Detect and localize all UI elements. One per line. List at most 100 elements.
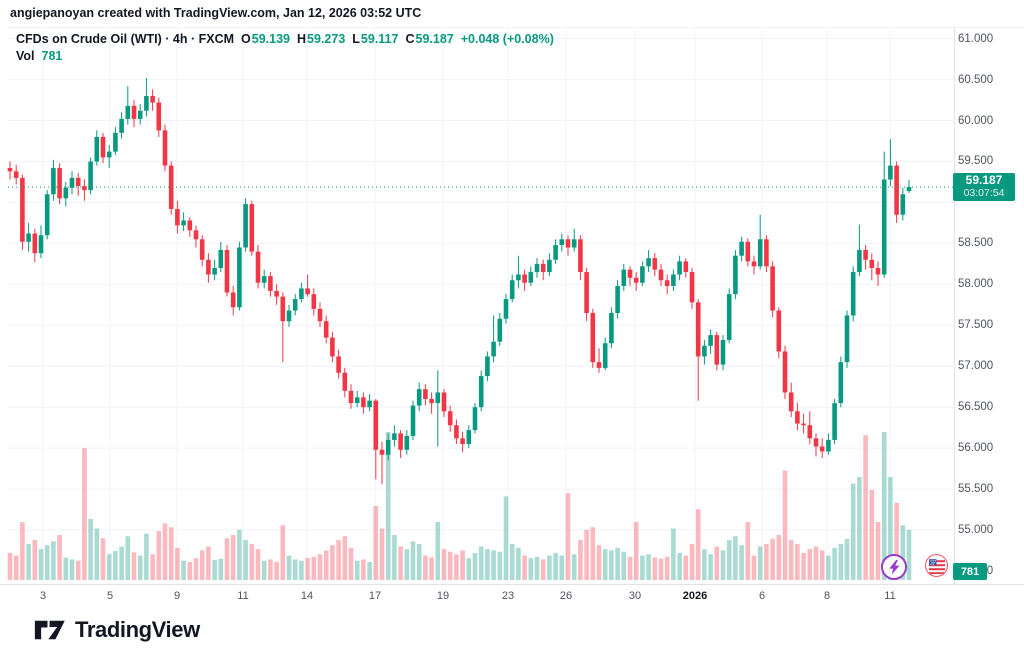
volume-bar (782, 470, 788, 580)
bar-countdown: 03:07:54 (963, 187, 1005, 200)
volume-bar (559, 555, 565, 580)
symbol-legend[interactable]: CFDs on Crude Oil (WTI) · 4h · FXCM O 59.… (16, 31, 554, 64)
candle-body (373, 400, 379, 450)
volume-bar (292, 559, 298, 580)
volume-bar (714, 546, 720, 580)
volume-bar (441, 549, 447, 580)
price-axis-label: 57.500 (958, 319, 994, 332)
price-axis-label: 60.000 (958, 114, 994, 127)
candle-body (106, 151, 112, 158)
price-axis-label: 60.500 (958, 73, 994, 86)
candle-body (113, 132, 118, 152)
volume-bar (230, 534, 236, 580)
time-axis-label: 6 (758, 590, 766, 602)
price-axis-label: 55.000 (958, 524, 994, 537)
candle-body (7, 168, 13, 172)
volume-bar (584, 529, 589, 580)
volume-bar (404, 549, 410, 580)
volume-bar (385, 432, 391, 580)
volume-bar (168, 527, 174, 580)
volume-bar (317, 554, 323, 580)
candle-body (838, 362, 844, 404)
volume-bar (683, 555, 689, 580)
candle-body (237, 247, 242, 308)
candle-body (770, 266, 775, 311)
candle-body (658, 269, 664, 281)
idea-event-marker[interactable] (881, 554, 907, 580)
candle-body (20, 177, 25, 242)
time-scale[interactable]: 3 5 9 11 14 17 19 23 26 30 2026 6 8 11 (0, 585, 1024, 609)
volume-bar (330, 545, 335, 580)
candle-body (423, 389, 428, 400)
price-axis-label: 59.500 (958, 155, 994, 168)
volume-bar (237, 529, 242, 580)
candle-body (900, 194, 906, 215)
candle-body (392, 433, 397, 440)
candle-body (466, 430, 472, 445)
candle-body (578, 239, 583, 273)
candle-body (131, 105, 137, 119)
volume-bar (187, 561, 193, 580)
volume-bar (695, 509, 701, 580)
candle-body (751, 261, 757, 267)
candle-body (416, 389, 422, 406)
volume-bar (478, 546, 484, 580)
volume-bar (342, 536, 348, 580)
volume-bar (739, 545, 744, 580)
volume-bar (881, 432, 887, 580)
volume-bar (7, 552, 13, 580)
price-scale[interactable]: 61.000 60.500 60.000 59.500 58.500 58.000 57.5… (954, 28, 1024, 584)
candle-body (82, 186, 87, 191)
volume-bar (429, 557, 434, 580)
candle-body (894, 165, 899, 215)
candle-body (224, 249, 230, 293)
candle-body (385, 439, 391, 455)
candle-body (292, 299, 298, 311)
candle-body (671, 274, 676, 286)
price-axis-label: 58.000 (958, 278, 994, 291)
economic-event-marker[interactable] (925, 554, 948, 577)
volume-bar (373, 506, 379, 580)
volume-bar (826, 555, 831, 580)
volume-bar (633, 522, 639, 580)
time-axis-label: 26 (559, 590, 573, 602)
volume-bar (689, 543, 695, 580)
candle-body (553, 245, 558, 260)
volume-bar (857, 477, 862, 580)
candle-body (528, 272, 534, 283)
volume-bar (547, 555, 552, 580)
last-price-value: 59.187 (965, 173, 1003, 188)
candle-body (410, 405, 416, 436)
volume-bar (850, 483, 856, 580)
volume-bar (602, 549, 608, 580)
candle-body (795, 411, 800, 424)
volume-bar (69, 559, 75, 580)
candle-body (354, 397, 360, 404)
candle-body (88, 161, 93, 191)
candle-body (571, 239, 577, 248)
time-axis-label: 19 (436, 590, 450, 602)
candle-body (640, 266, 645, 283)
volume-bar (726, 540, 732, 580)
attribution-watermark: angiepanoyan created with TradingView.co… (10, 6, 422, 20)
time-axis-label: 17 (368, 590, 382, 602)
candle-body (906, 187, 912, 192)
candle-body (317, 308, 323, 322)
tradingview-logo[interactable]: TradingView (34, 617, 200, 643)
volume-bar (466, 558, 472, 580)
candle-body (299, 288, 304, 300)
time-axis-label: 11 (237, 590, 249, 602)
candle-body (869, 259, 875, 268)
ohlc-low: L 59.117 (352, 32, 399, 46)
volume-bar (733, 536, 738, 580)
time-axis-label: 30 (628, 590, 642, 602)
candle-body (720, 340, 726, 365)
volume-bar (671, 528, 676, 580)
candle-body (137, 110, 143, 119)
volume-bar (20, 522, 25, 580)
candle-body (255, 251, 261, 283)
ohlc-close: C 59.187 (405, 32, 454, 46)
volume-bar (88, 518, 93, 580)
candle-body (602, 343, 608, 368)
